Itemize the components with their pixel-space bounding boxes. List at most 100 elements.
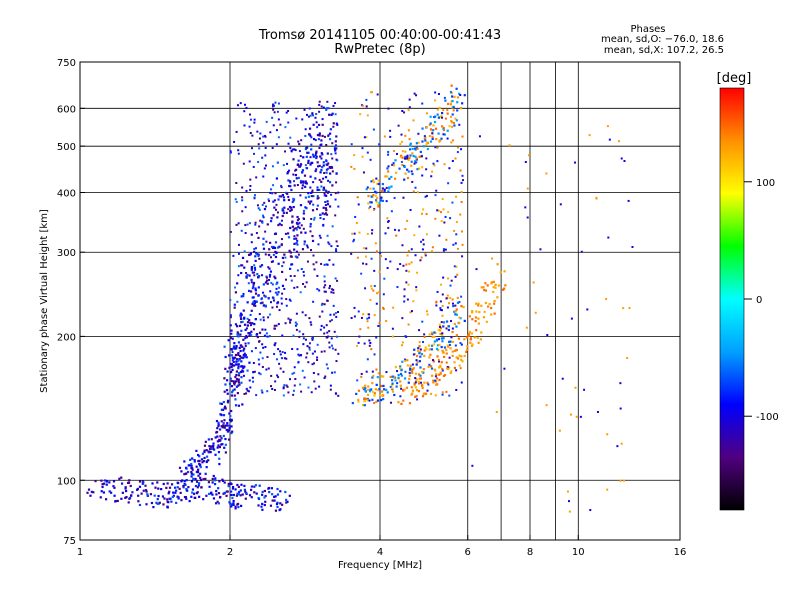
data-point bbox=[391, 387, 394, 390]
data-point bbox=[298, 221, 301, 224]
data-point bbox=[461, 135, 464, 138]
data-point bbox=[277, 198, 280, 201]
data-point bbox=[278, 222, 281, 225]
data-point bbox=[218, 480, 221, 483]
data-point bbox=[373, 353, 376, 356]
data-point bbox=[299, 179, 303, 183]
data-point bbox=[331, 142, 334, 145]
data-point bbox=[459, 94, 462, 97]
data-point bbox=[524, 206, 527, 209]
data-point bbox=[202, 498, 205, 501]
data-point bbox=[177, 497, 180, 500]
data-point bbox=[302, 181, 305, 184]
data-point bbox=[226, 392, 229, 395]
data-point bbox=[224, 383, 227, 386]
data-point bbox=[258, 147, 261, 150]
data-point bbox=[432, 360, 435, 363]
data-point bbox=[271, 493, 274, 496]
data-point bbox=[204, 472, 207, 475]
data-point bbox=[441, 304, 444, 307]
data-point bbox=[351, 401, 354, 405]
data-point bbox=[292, 334, 295, 337]
data-point bbox=[394, 379, 397, 382]
data-point bbox=[179, 491, 182, 494]
data-point bbox=[185, 489, 188, 492]
data-point bbox=[332, 263, 335, 266]
data-point bbox=[446, 366, 449, 369]
data-point bbox=[171, 495, 174, 499]
data-point bbox=[284, 278, 287, 281]
data-point bbox=[455, 195, 458, 198]
data-point bbox=[236, 492, 239, 495]
data-point bbox=[436, 290, 439, 293]
data-point bbox=[293, 242, 296, 246]
data-point bbox=[606, 488, 609, 491]
data-point bbox=[253, 271, 256, 274]
data-point bbox=[482, 286, 485, 289]
data-point bbox=[367, 326, 370, 329]
data-point bbox=[193, 459, 196, 462]
data-point bbox=[234, 291, 238, 294]
data-point bbox=[448, 394, 451, 397]
data-point bbox=[459, 317, 462, 320]
data-point bbox=[315, 121, 318, 124]
data-point bbox=[474, 316, 478, 319]
data-point bbox=[365, 397, 368, 401]
data-point bbox=[258, 363, 261, 366]
data-point bbox=[334, 198, 337, 201]
data-point bbox=[293, 184, 296, 187]
data-point bbox=[524, 160, 527, 163]
data-point bbox=[491, 257, 494, 260]
data-point bbox=[423, 335, 426, 338]
data-point bbox=[257, 255, 260, 258]
data-point bbox=[289, 226, 292, 230]
data-point bbox=[92, 491, 95, 494]
data-point bbox=[316, 356, 319, 359]
data-point bbox=[438, 140, 441, 143]
data-point bbox=[334, 277, 337, 280]
data-point bbox=[445, 320, 449, 323]
data-point bbox=[440, 345, 443, 349]
data-point bbox=[318, 110, 321, 113]
data-point bbox=[453, 361, 456, 364]
data-point bbox=[427, 383, 430, 386]
data-point bbox=[431, 374, 434, 377]
data-point bbox=[265, 240, 268, 243]
data-point bbox=[232, 493, 235, 497]
data-point bbox=[317, 373, 320, 376]
data-point bbox=[293, 235, 296, 238]
data-point bbox=[237, 265, 240, 268]
data-point bbox=[377, 179, 380, 182]
data-point bbox=[362, 262, 365, 265]
data-point bbox=[575, 415, 578, 418]
data-point bbox=[426, 112, 429, 115]
data-point bbox=[595, 196, 598, 199]
data-point bbox=[246, 369, 249, 372]
data-point bbox=[248, 125, 251, 128]
data-point bbox=[364, 384, 367, 387]
data-point bbox=[459, 342, 462, 345]
data-point bbox=[378, 321, 381, 324]
data-point bbox=[233, 383, 236, 386]
data-point bbox=[121, 491, 124, 494]
data-point bbox=[376, 182, 379, 185]
data-point bbox=[418, 155, 421, 158]
data-point bbox=[285, 357, 288, 360]
data-point bbox=[308, 317, 311, 320]
data-point bbox=[250, 278, 253, 282]
data-point bbox=[228, 366, 231, 369]
data-point bbox=[315, 156, 318, 160]
data-point bbox=[401, 317, 404, 320]
data-point bbox=[276, 161, 279, 164]
data-point bbox=[240, 264, 243, 267]
data-point bbox=[387, 220, 390, 223]
data-point bbox=[328, 287, 331, 290]
data-point bbox=[137, 494, 140, 497]
x-tick-label: 10 bbox=[572, 547, 585, 558]
data-point bbox=[448, 302, 451, 305]
data-point bbox=[410, 370, 413, 373]
data-point bbox=[190, 466, 193, 470]
data-point bbox=[465, 336, 469, 339]
data-point bbox=[229, 299, 232, 302]
data-point bbox=[425, 310, 428, 313]
